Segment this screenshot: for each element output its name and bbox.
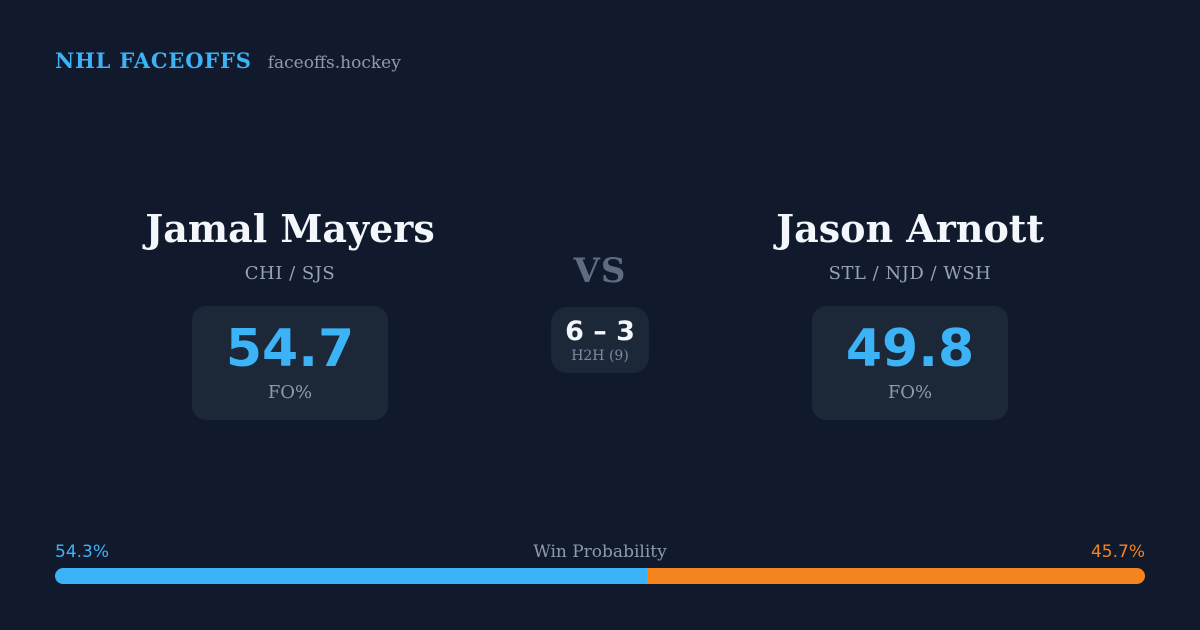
faceoff-pct-left: 54.7 (225, 319, 355, 379)
brand-logo: NHL FACEOFFS (55, 48, 252, 73)
h2h-score: 6 – 3 (565, 316, 635, 347)
player-name-right: Jason Arnott (776, 206, 1044, 251)
header: NHL FACEOFFS faceoffs.hockey (55, 48, 401, 73)
win-probability-labels: 54.3% Win Probability 45.7% (55, 542, 1145, 562)
win-probability-title: Win Probability (533, 542, 667, 562)
player-panel-right: Jason Arnott STL / NJD / WSH 49.8 FO% (675, 206, 1145, 421)
player-teams-right: STL / NJD / WSH (828, 263, 992, 284)
faceoff-stat-card-left: 54.7 FO% (191, 306, 389, 421)
faceoff-pct-label-right: FO% (887, 382, 933, 404)
vs-label: VS (573, 251, 627, 291)
player-teams-left: CHI / SJS (244, 263, 336, 284)
faceoff-stat-card-right: 49.8 FO% (811, 306, 1009, 421)
win-probability-right-pct: 45.7% (1090, 542, 1145, 562)
player-name-left: Jamal Mayers (145, 206, 435, 251)
win-probability-bar (55, 568, 1145, 584)
player-panel-left: Jamal Mayers CHI / SJS 54.7 FO% (55, 206, 525, 421)
win-probability-bar-left (55, 568, 647, 584)
win-probability-left-pct: 54.3% (55, 542, 110, 562)
site-url: faceoffs.hockey (267, 53, 401, 73)
faceoff-pct-right: 49.8 (845, 319, 975, 379)
win-probability-bar-right (646, 568, 1145, 584)
matchup-center: VS 6 – 3 H2H (9) (520, 254, 680, 373)
h2h-label: H2H (9) (571, 347, 629, 364)
faceoff-pct-label-left: FO% (267, 382, 313, 404)
h2h-card: 6 – 3 H2H (9) (551, 307, 649, 373)
